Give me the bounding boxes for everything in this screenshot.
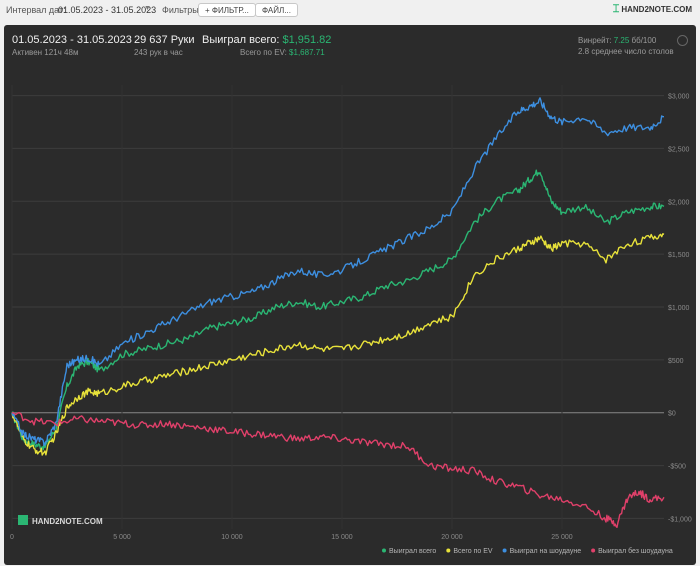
date-range-label: Интервал дат:	[6, 5, 66, 15]
plus-icon: +	[205, 6, 212, 15]
x-tick-label: 25 000	[551, 534, 573, 541]
y-tick-label: $2,000	[668, 199, 690, 206]
legend-marker-1	[446, 548, 451, 553]
watermark: HAND2NOTE.COM	[18, 515, 103, 526]
ev-total-label: Всего по EV:	[240, 48, 287, 57]
legend-item-3[interactable]: Выиграл без шоудауна	[598, 547, 673, 555]
y-tick-label: $500	[668, 358, 684, 365]
ev-total-value: $1,687.71	[289, 48, 325, 57]
y-tick-label: $0	[668, 411, 676, 418]
winrate-suffix: бб/100	[631, 36, 657, 45]
legend-marker-0	[382, 548, 386, 553]
filters-label: Фильтры:	[162, 5, 202, 15]
chart-lines	[11, 97, 665, 528]
y-tick-label: $2,500	[668, 146, 690, 153]
date-range-value[interactable]: 01.05.2023 - 31.05.2023	[58, 5, 157, 15]
gear-icon[interactable]	[677, 35, 688, 46]
winrate-label: Винрейт:	[578, 36, 612, 45]
ev-total: Всего по EV: $1,687.71	[240, 48, 325, 57]
hands-count: 29 637 Руки	[134, 34, 195, 46]
legend-marker-2	[502, 548, 507, 553]
period-title: 01.05.2023 - 31.05.2023	[12, 34, 132, 46]
y-tick-label: $1,000	[668, 305, 690, 312]
y-tick-label: $3,000	[668, 94, 690, 101]
x-tick-label: 15 000	[331, 534, 353, 541]
chart-ticks: -$1,000 -$500 $0 $500 $1,000 $1,500 $2,000 $2,5…	[10, 94, 692, 541]
average-tables: 2.8 среднее число столов	[578, 47, 674, 56]
legend-item-1[interactable]: Всего по EV	[453, 548, 493, 555]
series-line-2	[11, 97, 664, 446]
add-filter-label: ФИЛЬТР...	[211, 6, 249, 15]
file-button[interactable]: ФАЙЛ...	[255, 3, 298, 17]
y-tick-label: -$500	[668, 464, 686, 471]
graph-panel: 01.05.2023 - 31.05.2023 Активен 121ч 48м…	[4, 25, 696, 565]
chart-grid	[11, 85, 664, 529]
legend-item-2[interactable]: Выиграл на шоудауне	[510, 548, 582, 555]
y-tick-label: -$1,000	[668, 516, 692, 523]
series-line-1	[11, 233, 665, 456]
brand-logo-text: HAND2NOTE.COM	[621, 5, 692, 14]
add-filter-button[interactable]: + ФИЛЬТР...	[198, 3, 256, 17]
legend-marker-3	[591, 548, 596, 553]
winrate: Винрейт: 7.25 бб/100	[578, 36, 656, 45]
series-line-3	[11, 411, 665, 528]
toolbar: Интервал дат: 01.05.2023 - 31.05.2023 ▼ …	[0, 0, 700, 22]
x-tick-label: 20 000	[441, 534, 463, 541]
legend-item-0[interactable]: Выиграл всего	[389, 548, 436, 555]
brand-logo: ⌶ HAND2NOTE.COM	[613, 3, 692, 16]
watermark-text: HAND2NOTE.COM	[32, 517, 103, 526]
winrate-value: 7.25	[613, 36, 630, 45]
x-tick-label: 5 000	[113, 534, 131, 541]
y-tick-label: $1,500	[668, 252, 690, 259]
chart-legend[interactable]: Выиграл всего Всего по EV Выиграл на шоуда…	[382, 547, 673, 555]
won-total: Выиграл всего: $1,951.82	[202, 34, 331, 46]
hands-rate: 243 рук в час	[134, 48, 183, 57]
hand2note-logo-icon	[18, 515, 28, 525]
hand2note-logo-icon: ⌶	[612, 3, 620, 15]
active-time: Активен 121ч 48м	[12, 48, 79, 57]
x-tick-label: 0	[10, 534, 14, 541]
chevron-down-icon[interactable]: ▼	[144, 5, 151, 12]
won-total-value: $1,951.82	[282, 34, 332, 46]
profit-chart: -$1,000 -$500 $0 $500 $1,000 $1,500 $2,000 $2,5…	[10, 85, 692, 555]
series-line-0	[11, 169, 665, 451]
x-tick-label: 10 000	[221, 534, 243, 541]
won-total-label: Выиграл всего:	[202, 34, 280, 46]
